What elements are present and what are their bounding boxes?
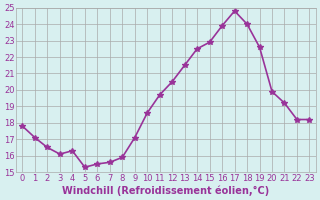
X-axis label: Windchill (Refroidissement éolien,°C): Windchill (Refroidissement éolien,°C) xyxy=(62,185,269,196)
